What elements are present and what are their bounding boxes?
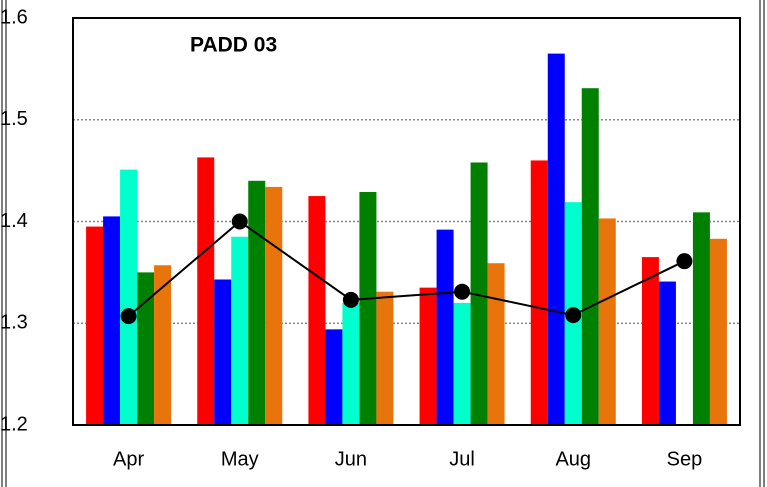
- bar: [197, 157, 215, 425]
- bar: [137, 272, 155, 425]
- bar: [86, 226, 104, 425]
- line-marker: [454, 283, 471, 300]
- bar: [641, 257, 659, 425]
- y-tick-label: 1.6: [0, 6, 28, 28]
- bar: [709, 238, 727, 425]
- bar: [581, 88, 599, 426]
- y-tick-label: 1.4: [0, 210, 28, 232]
- chart-title: PADD 03: [190, 34, 277, 57]
- bar: [598, 218, 616, 425]
- line-marker: [676, 253, 693, 270]
- line: [127, 220, 685, 317]
- bar: [342, 302, 360, 425]
- x-tick-label: May: [221, 448, 259, 470]
- bar: [359, 191, 377, 425]
- bar: [658, 281, 676, 425]
- x-tick-label: Apr: [113, 448, 144, 470]
- bar: [419, 287, 437, 425]
- bar: [453, 302, 471, 425]
- bar: [265, 186, 283, 425]
- x-tick-label: Jul: [449, 448, 475, 470]
- line-marker: [120, 308, 137, 325]
- plot-area: 1.2 1.3 1.4 1.5 1.6 Apr May Jun Jul Aug Sep: [0, 6, 740, 470]
- y-tick-label: 1.2: [0, 413, 28, 435]
- bar: [547, 53, 565, 426]
- bar: [103, 216, 121, 425]
- bar: [214, 279, 232, 425]
- bar: [470, 162, 488, 426]
- bar: [231, 236, 249, 425]
- line-marker: [565, 307, 582, 324]
- bar: [120, 169, 138, 425]
- bar: [248, 180, 266, 425]
- bar: [530, 160, 548, 425]
- bar: [154, 265, 172, 425]
- bar: [308, 196, 326, 425]
- x-tick-label: Sep: [667, 448, 703, 470]
- line-marker: [342, 291, 359, 308]
- bar: [487, 263, 505, 425]
- bar: [436, 229, 454, 425]
- x-tick-label: Aug: [555, 448, 591, 470]
- line-marker: [231, 213, 248, 230]
- x-tick-label: Jun: [335, 448, 367, 470]
- bar: [376, 291, 394, 425]
- bar: [325, 329, 343, 425]
- y-tick-label: 1.3: [0, 312, 28, 334]
- plot-border: [72, 17, 741, 426]
- y-tick-label: 1.5: [0, 108, 28, 130]
- bar: [692, 212, 710, 425]
